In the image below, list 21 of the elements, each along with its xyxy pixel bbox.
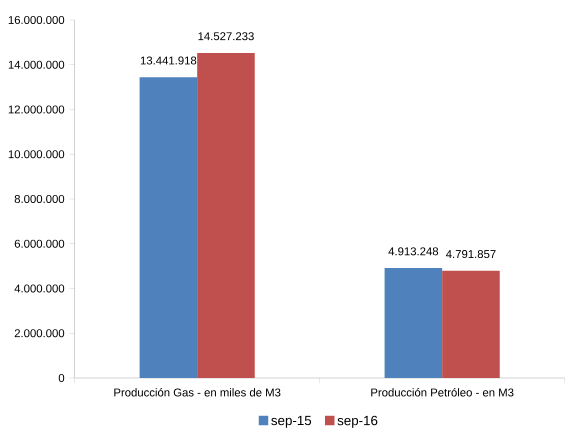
bar xyxy=(442,270,500,378)
y-tick-label: 2.000.000 xyxy=(14,329,64,338)
x-tick-label: Producción Gas - en miles de M3 xyxy=(114,388,280,396)
data-label: 13.441.918 xyxy=(140,56,196,65)
bar xyxy=(140,77,198,378)
data-label: 4.791.857 xyxy=(446,250,496,258)
data-label: 14.527.233 xyxy=(198,32,254,40)
y-tick-label: 0 xyxy=(58,374,64,382)
legend-label: sep-15 xyxy=(271,416,312,428)
bar xyxy=(197,52,255,378)
y-tick-label: 12.000.000 xyxy=(8,105,64,114)
y-tick-label: 4.000.000 xyxy=(14,284,64,292)
y-tick-label: 14.000.000 xyxy=(8,60,64,69)
bar xyxy=(384,268,442,378)
y-tick-label: 8.000.000 xyxy=(14,194,64,203)
legend-label: sep-16 xyxy=(338,416,378,428)
x-tick-label: Producción Petróleo - en M3 xyxy=(371,388,514,396)
y-tick-label: 10.000.000 xyxy=(8,150,64,158)
y-tick-label: 16.000.000 xyxy=(8,16,64,24)
y-tick-label: 6.000.000 xyxy=(14,240,64,248)
data-label: 4.913.248 xyxy=(388,247,438,256)
